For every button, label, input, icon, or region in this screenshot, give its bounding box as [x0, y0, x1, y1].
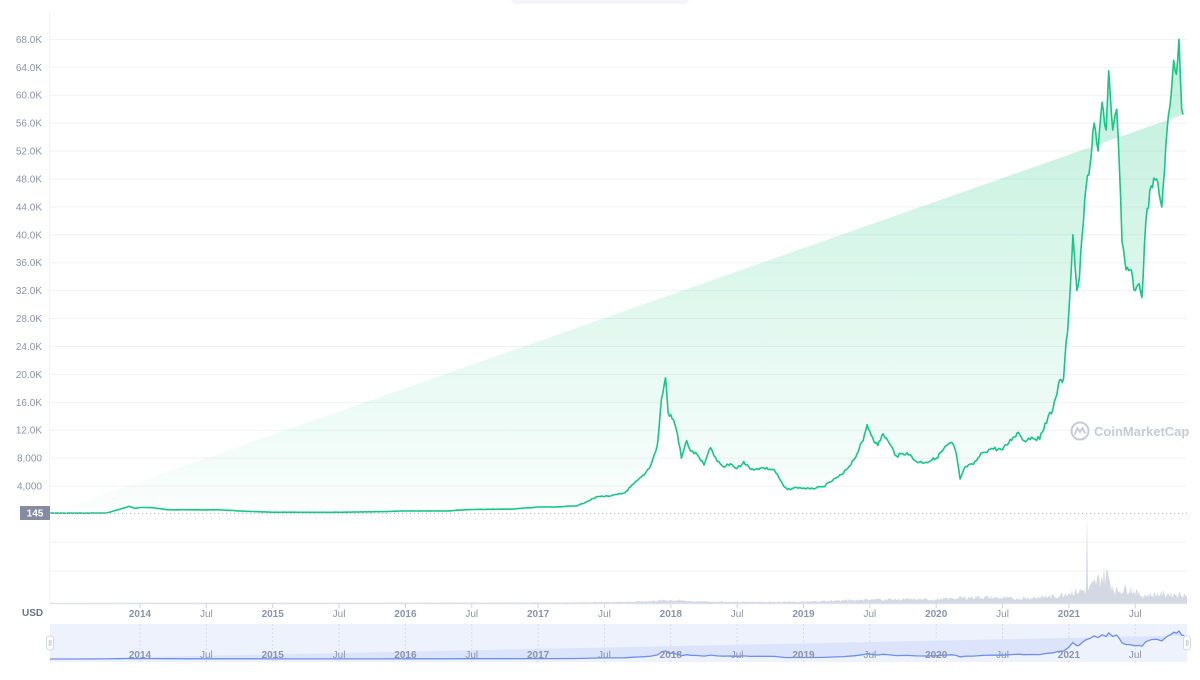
x-tick-label: Jul: [598, 609, 611, 620]
x-tick-label: 2018: [660, 609, 683, 620]
x-tick-label: 2017: [527, 609, 550, 620]
y-tick-label: 60.0K: [16, 91, 42, 102]
navigator-right-handle[interactable]: [1183, 635, 1191, 651]
x-tick-label: 2014: [129, 609, 152, 620]
x-tick-label: 2015: [262, 609, 285, 620]
y-tick-label: 64.0K: [16, 63, 42, 74]
y-tick-label: 44.0K: [16, 202, 42, 213]
navigator-tick-label: 2014: [129, 650, 152, 661]
navigator-tick-label: Jul: [996, 650, 1009, 661]
coinmarketcap-logo-icon: [1070, 421, 1090, 441]
y-tick-label: 52.0K: [16, 147, 42, 158]
x-tick-label: Jul: [1129, 609, 1142, 620]
y-tick-label: 24.0K: [16, 342, 42, 353]
y-tick-label: 16.0K: [16, 398, 42, 409]
price-area-fill: [48, 39, 1184, 514]
navigator-tick-label: 2018: [660, 650, 683, 661]
navigator-tick-label: 2016: [394, 650, 417, 661]
x-tick-label: 2020: [925, 609, 948, 620]
current-price-label: 145: [20, 506, 50, 520]
navigator-tick-label: Jul: [863, 650, 876, 661]
range-navigator[interactable]: 2014 Jul 2015 Jul 2016 Jul 2017 Jul 2018 Jul 2019 J…: [46, 624, 1191, 662]
y-tick-label: 48.0K: [16, 174, 42, 185]
x-tick-label: 2021: [1058, 609, 1081, 620]
y-tick-label: 12.0K: [16, 426, 42, 437]
y-tick-label: 36.0K: [16, 258, 42, 269]
x-tick-label: Jul: [465, 609, 478, 620]
x-tick-label: Jul: [996, 609, 1009, 620]
watermark-text: CoinMarketCap: [1094, 424, 1189, 439]
y-tick-label: 4,000: [17, 482, 42, 493]
x-axis: 2014 Jul 2015 Jul 2016 Jul 2017 Jul 2018 Jul 2019 J…: [129, 604, 1142, 620]
y-tick-label: 32.0K: [16, 286, 42, 297]
current-price-value: 145: [27, 509, 44, 520]
navigator-left-handle[interactable]: [46, 635, 54, 651]
price-line[interactable]: [47, 38, 1184, 515]
y-tick-label: 40.0K: [16, 230, 42, 241]
x-tick-label: 2016: [394, 609, 417, 620]
y-tick-label: 20.0K: [16, 370, 42, 381]
coinmarketcap-watermark: CoinMarketCap: [1070, 421, 1189, 441]
navigator-tick-label: 2017: [527, 650, 550, 661]
navigator-tick-label: Jul: [200, 650, 213, 661]
x-tick-label: Jul: [863, 609, 876, 620]
navigator-tick-label: 2015: [262, 650, 285, 661]
navigator-tick-label: 2020: [925, 650, 948, 661]
y-tick-label: 8,000: [17, 454, 42, 465]
x-tick-label: Jul: [200, 609, 213, 620]
navigator-tick-label: Jul: [598, 650, 611, 661]
y-tick-label: 28.0K: [16, 314, 42, 325]
volume-bars: [50, 513, 1187, 603]
top-tab-handle: [512, 0, 688, 2]
y-axis: 68.0K 64.0K 60.0K 56.0K 52.0K 48.0K 44.0K 40.0K…: [16, 35, 43, 493]
x-tick-label: Jul: [333, 609, 346, 620]
navigator-tick-label: 2021: [1058, 650, 1081, 661]
navigator-tick-label: Jul: [731, 650, 744, 661]
navigator-tick-label: 2019: [792, 650, 815, 661]
y-tick-label: 68.0K: [16, 35, 42, 46]
x-tick-label: Jul: [731, 609, 744, 620]
x-tick-label: 2019: [792, 609, 815, 620]
navigator-tick-label: Jul: [465, 650, 478, 661]
navigator-line: [50, 630, 1185, 660]
navigator-area: [50, 631, 1185, 659]
navigator-tick-label: Jul: [333, 650, 346, 661]
currency-label: USD: [22, 608, 43, 619]
y-tick-label: 56.0K: [16, 119, 42, 130]
navigator-tick-label: Jul: [1129, 650, 1142, 661]
